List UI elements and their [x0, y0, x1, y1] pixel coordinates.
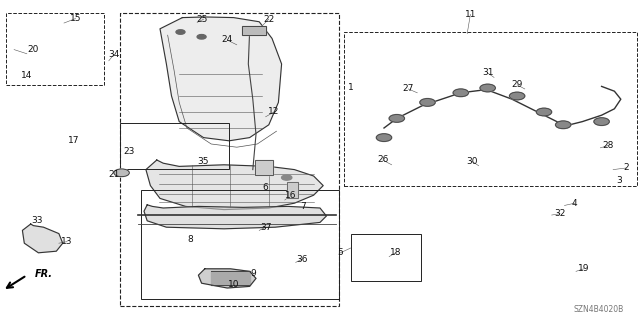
Text: SZN4B4020B: SZN4B4020B	[573, 305, 624, 314]
Text: 13: 13	[61, 237, 73, 246]
Text: 29: 29	[511, 80, 523, 89]
Circle shape	[594, 118, 609, 125]
Text: 18: 18	[390, 248, 401, 257]
Polygon shape	[160, 17, 282, 141]
Text: 3: 3	[617, 176, 622, 185]
Text: 14: 14	[21, 71, 33, 80]
Text: 1: 1	[348, 84, 353, 92]
Polygon shape	[144, 205, 326, 229]
Bar	[120, 13, 339, 306]
Circle shape	[536, 108, 552, 116]
Text: 8: 8	[188, 236, 193, 244]
Bar	[242, 26, 266, 35]
Circle shape	[453, 89, 468, 97]
Text: 9: 9	[250, 269, 255, 278]
Text: FR.: FR.	[35, 268, 52, 279]
Text: 20: 20	[28, 45, 39, 54]
Text: 4: 4	[572, 199, 577, 208]
Text: 36: 36	[296, 255, 308, 264]
Circle shape	[389, 115, 404, 122]
Text: 21: 21	[108, 170, 120, 179]
Bar	[255, 160, 273, 175]
Text: 24: 24	[221, 36, 233, 44]
Text: 5: 5	[338, 248, 343, 257]
Text: 31: 31	[482, 68, 493, 77]
Text: 15: 15	[70, 14, 81, 23]
Text: 16: 16	[285, 191, 297, 200]
Text: 2: 2	[623, 164, 628, 172]
Circle shape	[376, 134, 392, 141]
Circle shape	[176, 30, 185, 34]
Bar	[6, 13, 104, 85]
Circle shape	[197, 35, 206, 39]
Circle shape	[282, 175, 292, 180]
Circle shape	[114, 169, 129, 177]
Polygon shape	[198, 269, 256, 288]
Text: 32: 32	[554, 209, 566, 218]
Text: 35: 35	[198, 157, 209, 166]
Text: 22: 22	[263, 15, 275, 24]
Bar	[287, 182, 298, 198]
Text: 25: 25	[196, 15, 207, 24]
Text: 10: 10	[228, 280, 239, 289]
Text: 33: 33	[31, 216, 43, 225]
Text: 37: 37	[260, 223, 271, 232]
Bar	[141, 190, 339, 299]
Text: 6: 6	[263, 183, 268, 192]
Circle shape	[480, 84, 495, 92]
Text: 7: 7	[300, 202, 305, 211]
Bar	[344, 32, 637, 186]
Circle shape	[420, 99, 435, 106]
Text: 30: 30	[467, 157, 478, 166]
Text: 23: 23	[124, 148, 135, 156]
Text: 28: 28	[602, 141, 614, 150]
Text: 11: 11	[465, 10, 476, 19]
Bar	[255, 160, 273, 175]
Bar	[211, 271, 250, 285]
Text: 17: 17	[68, 136, 79, 145]
Bar	[351, 234, 421, 281]
Polygon shape	[22, 224, 63, 253]
Bar	[287, 182, 298, 198]
Text: 34: 34	[108, 50, 120, 59]
Bar	[242, 26, 266, 35]
Text: 12: 12	[268, 108, 280, 116]
Text: 26: 26	[377, 156, 388, 164]
Bar	[120, 123, 229, 169]
Circle shape	[509, 92, 525, 100]
Text: 27: 27	[403, 84, 414, 93]
Polygon shape	[146, 160, 323, 210]
Circle shape	[556, 121, 571, 129]
Text: 19: 19	[578, 264, 589, 273]
